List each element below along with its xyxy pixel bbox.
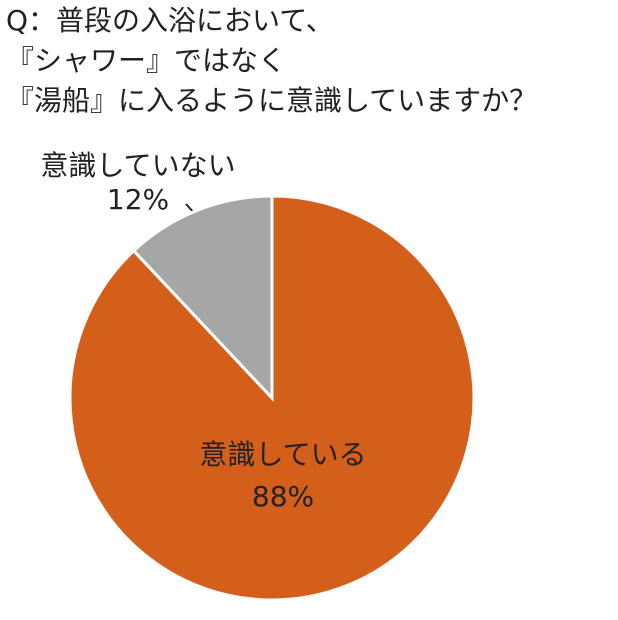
slice-label: 意識していない: [40, 149, 235, 182]
chart-title: 『湯船』に入るように意識していますか？: [6, 84, 537, 117]
value-label: 88%: [252, 480, 314, 513]
chart-title: 『シャワー』ではなく: [6, 44, 286, 77]
pie-slice: [131, 194, 274, 402]
slice-label: 意識している: [199, 438, 366, 471]
chart-title: Q：普段の入浴において、: [6, 4, 334, 37]
value-label: 12%: [107, 183, 169, 216]
